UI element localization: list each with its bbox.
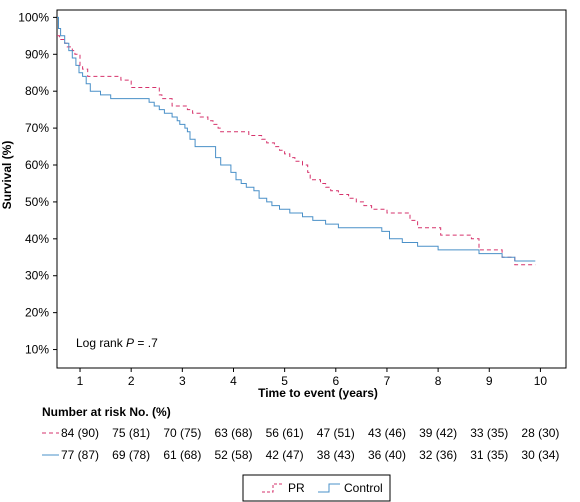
legend-box xyxy=(242,474,391,502)
legend-swatch-pr xyxy=(262,483,284,493)
risk-value: 38 (43) xyxy=(317,448,355,462)
legend-swatch-control xyxy=(318,483,340,493)
risk-value: 69 (78) xyxy=(112,448,150,462)
series-line-control xyxy=(57,16,536,262)
x-tick-label: 1 xyxy=(77,374,84,388)
y-tick-label: 40% xyxy=(25,232,49,246)
risk-value: 42 (47) xyxy=(266,448,304,462)
y-tick-label: 20% xyxy=(25,306,49,320)
risk-value: 43 (46) xyxy=(368,426,406,440)
x-tick-label: 2 xyxy=(128,374,135,388)
x-tick-label: 5 xyxy=(281,374,288,388)
legend-label-pr: PR xyxy=(288,481,305,495)
risk-value: 61 (68) xyxy=(163,448,201,462)
y-tick-label: 70% xyxy=(25,121,49,135)
legend-label-control: Control xyxy=(344,481,383,495)
series-layer xyxy=(57,16,536,266)
risk-value: 56 (61) xyxy=(266,426,304,440)
y-tick-label: 90% xyxy=(25,47,49,61)
risk-table-title: Number at risk No. (%) xyxy=(42,405,171,419)
risk-value: 77 (87) xyxy=(61,448,99,462)
y-tick-label: 60% xyxy=(25,158,49,172)
log-rank-suffix: = .7 xyxy=(134,336,158,350)
y-tick-label: 50% xyxy=(25,195,49,209)
risk-value: 52 (58) xyxy=(214,448,252,462)
x-tick-label: 9 xyxy=(486,374,493,388)
plot-frame xyxy=(56,9,567,369)
y-axis-title: Survival (%) xyxy=(0,141,14,210)
log-rank-prefix: Log rank xyxy=(76,336,126,350)
risk-value: 33 (35) xyxy=(470,426,508,440)
risk-table: 84 (90) 75 (81) 70 (75) 63 (68) 56 (61) 47 (5… xyxy=(42,426,559,462)
y-axis-ticks: 10% 20% 30% 40% 50% 60% 70% 80% 90% 100% xyxy=(18,10,57,357)
y-tick-label: 80% xyxy=(25,84,49,98)
risk-value: 36 (40) xyxy=(368,448,406,462)
x-axis-ticks: 1 2 3 4 5 6 7 8 9 10 xyxy=(77,368,548,388)
risk-value: 75 (81) xyxy=(112,426,150,440)
risk-value: 28 (30) xyxy=(521,426,559,440)
log-rank-annotation: Log rank P = .7 xyxy=(76,336,158,350)
risk-value: 47 (51) xyxy=(317,426,355,440)
risk-value: 63 (68) xyxy=(214,426,252,440)
risk-value: 84 (90) xyxy=(61,426,99,440)
x-tick-label: 8 xyxy=(435,374,442,388)
y-tick-label: 100% xyxy=(18,10,49,24)
x-tick-label: 7 xyxy=(384,374,391,388)
risk-value: 32 (36) xyxy=(419,448,457,462)
x-tick-label: 10 xyxy=(534,374,548,388)
y-tick-label: 30% xyxy=(25,269,49,283)
risk-value: 31 (35) xyxy=(470,448,508,462)
legend: PR Control xyxy=(242,474,391,502)
x-axis-title: Time to event (years) xyxy=(258,386,378,400)
risk-value: 39 (42) xyxy=(419,426,457,440)
plot-border xyxy=(56,9,567,369)
x-tick-label: 6 xyxy=(332,374,339,388)
x-tick-label: 4 xyxy=(230,374,237,388)
log-rank-p: P xyxy=(126,336,134,350)
y-tick-label: 10% xyxy=(25,343,49,357)
series-line-pr xyxy=(57,35,536,266)
risk-value: 30 (34) xyxy=(521,448,559,462)
risk-value: 70 (75) xyxy=(163,426,201,440)
x-tick-label: 3 xyxy=(179,374,186,388)
